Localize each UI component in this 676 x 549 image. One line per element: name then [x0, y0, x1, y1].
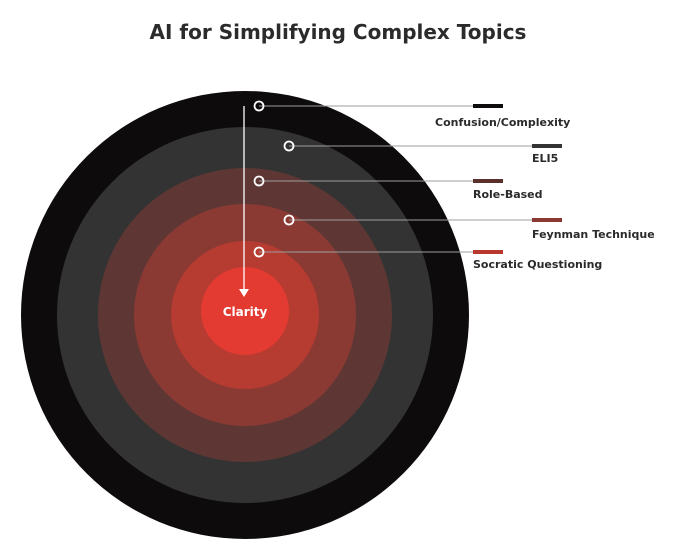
label-socratic: Socratic Questioning	[473, 258, 602, 271]
marker-dot	[253, 175, 265, 187]
legend-swatch-feynman	[532, 218, 562, 222]
legend-swatch-socratic	[473, 250, 503, 254]
label-confusion: Confusion/Complexity	[435, 116, 570, 129]
ring-clarity-center	[201, 267, 289, 355]
center-label: Clarity	[223, 305, 268, 319]
connector-feynman	[283, 214, 562, 226]
marker-dot	[283, 140, 295, 152]
label-eli5: ELI5	[532, 152, 558, 165]
diagram-title: AI for Simplifying Complex Topics	[149, 20, 527, 44]
connector-role-based	[253, 175, 503, 187]
connector-eli5	[283, 140, 562, 152]
clarity-arrowhead	[239, 289, 249, 297]
marker-dot	[283, 214, 295, 226]
marker-dot	[253, 246, 265, 258]
legend-swatch-confusion	[473, 104, 503, 108]
marker-dot	[253, 100, 265, 112]
connector-socratic	[253, 246, 503, 258]
label-role-based: Role-Based	[473, 188, 543, 201]
legend-swatch-eli5	[532, 144, 562, 148]
legend-swatch-role-based	[473, 179, 503, 183]
label-feynman: Feynman Technique	[532, 228, 655, 241]
connector-confusion	[253, 100, 503, 112]
